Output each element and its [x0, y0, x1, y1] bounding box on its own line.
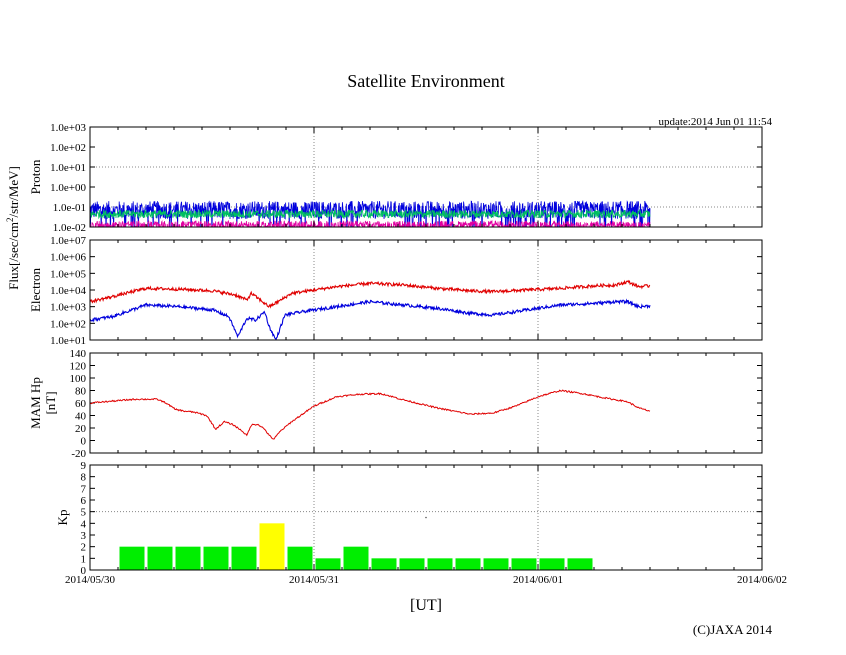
- y-tick-label: 40: [75, 411, 87, 423]
- y-tick-label: 1: [81, 553, 87, 565]
- y-tick-label: 2: [81, 542, 87, 554]
- y-tick-label: 1.0e+01: [50, 162, 86, 174]
- y-tick-label: 5: [81, 507, 87, 519]
- series-group: [119, 516, 593, 570]
- y-axis-label: MAM Hp: [28, 377, 43, 429]
- series-group: [90, 279, 651, 340]
- kp-bar: [483, 558, 509, 570]
- y-tick-label: 1.0e+03: [50, 302, 86, 314]
- proton-magenta-line: [90, 219, 651, 227]
- update-timestamp: update:2014 Jun 01 11:54: [658, 116, 772, 128]
- kp-bar: [259, 523, 285, 570]
- y-tick-label: 1.0e+04: [50, 285, 86, 297]
- series-group: [90, 200, 651, 227]
- y-tick-label: 1.0e-01: [53, 202, 86, 214]
- panel-electron: 1.0e+01 1.0e+02 1.0e+03 1.0e+04 1.0e+05 1.0e+…: [28, 235, 763, 347]
- x-tick-label: 2014/05/31: [289, 574, 339, 586]
- panel-frame: [89, 352, 763, 454]
- y-tick-label: 1.0e+02: [50, 142, 86, 154]
- x-axis-ticks: 2014/05/30 2014/05/31 2014/06/01 2014/06/02: [65, 574, 787, 586]
- y-tick-label: 9: [81, 460, 87, 472]
- panel-frame: [89, 126, 763, 228]
- y-tick-label: 7: [81, 483, 87, 495]
- series-group: [90, 389, 651, 440]
- hp-red-line: [90, 389, 651, 440]
- y-tick-label: 120: [70, 361, 87, 373]
- y-axis-unit-label: [nT]: [43, 391, 58, 414]
- kp-dot-mark: [425, 516, 427, 519]
- kp-bar: [343, 546, 369, 570]
- y-axis-label: Electron: [28, 267, 43, 312]
- y-tick-label: -20: [71, 448, 86, 460]
- y-tick-label: 8: [81, 472, 87, 484]
- y-tick-label: 80: [75, 386, 87, 398]
- kp-bar: [427, 558, 453, 570]
- y-tick-label: 100: [70, 373, 87, 385]
- kp-bar: [203, 546, 229, 570]
- y-axis-label: Proton: [28, 159, 43, 194]
- kp-bar: [455, 558, 481, 570]
- panels: 1.0e-021.0e-011.0e+001.0e+011.0e+021.0e+…: [28, 122, 763, 577]
- x-tick-label: 2014/05/30: [65, 574, 116, 586]
- y-tick-label: 1.0e+03: [50, 122, 86, 134]
- y-tick-label: 0: [81, 565, 87, 577]
- y-tick-label: 1.0e+05: [50, 268, 86, 280]
- kp-bar: [371, 558, 397, 570]
- x-tick-label: 2014/06/02: [737, 574, 787, 586]
- kp-bar: [175, 546, 201, 570]
- y-tick-label: 140: [70, 348, 87, 360]
- copyright-notice: (C)JAXA 2014: [693, 622, 773, 637]
- y-tick-label: 1.0e+01: [50, 335, 86, 347]
- kp-bar: [567, 558, 593, 570]
- y-tick-label: 3: [81, 530, 87, 542]
- panel-frame: [89, 239, 763, 341]
- kp-bar: [231, 546, 257, 570]
- y-tick-label: 4: [81, 518, 87, 530]
- electron-blue-line: [90, 298, 651, 340]
- flux-axis-label: Flux[/sec/cm2/str/MeV]: [5, 166, 21, 290]
- y-tick-label: 6: [81, 495, 87, 507]
- electron-red-line: [90, 279, 651, 309]
- y-tick-label: 0: [81, 436, 87, 448]
- kp-bar: [399, 558, 425, 570]
- kp-bar: [539, 558, 565, 570]
- y-tick-label: 1.0e+06: [50, 252, 86, 264]
- y-tick-label: 1.0e+02: [50, 318, 86, 330]
- kp-bar: [287, 546, 313, 570]
- y-tick-label: 1.0e+07: [50, 235, 86, 247]
- kp-bar: [511, 558, 537, 570]
- chart-title: Satellite Environment: [347, 71, 504, 91]
- proton-blue-line: [90, 200, 651, 227]
- y-tick-label: 20: [75, 423, 87, 435]
- panel-frame: [89, 464, 763, 571]
- y-tick-label: 1.0e+00: [50, 182, 86, 194]
- kp-bar: [315, 558, 341, 570]
- x-axis-label: [UT]: [410, 597, 442, 614]
- y-axis-label: Kp: [55, 510, 70, 526]
- y-tick-label: 1.0e-02: [53, 222, 86, 234]
- panel-proton: 1.0e-02 1.0e-01 1.0e+00 1.0e+01 1.0e+02 1.0e+…: [28, 122, 763, 234]
- kp-bar: [119, 546, 145, 570]
- x-tick-label: 2014/06/01: [513, 574, 563, 586]
- y-tick-label: 60: [75, 398, 87, 410]
- kp-bar: [147, 546, 173, 570]
- proton-green-line: [90, 208, 651, 220]
